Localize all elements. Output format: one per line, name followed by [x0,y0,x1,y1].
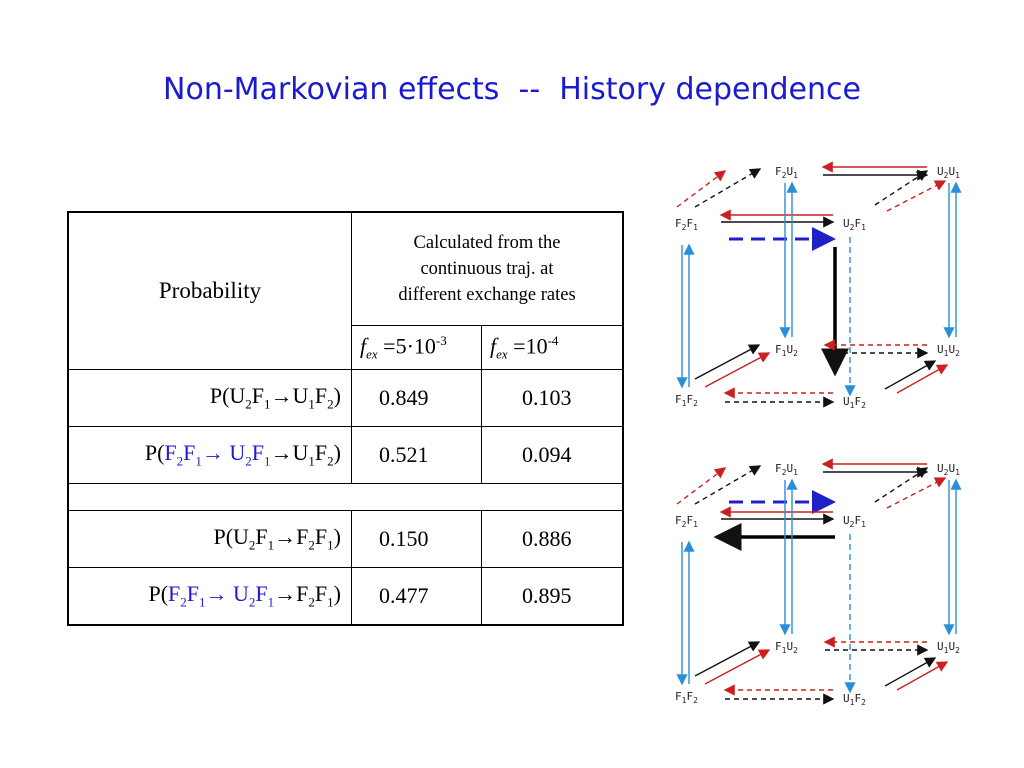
node-u1f2: U1F2 [843,395,866,410]
value-rate1: 0.849 [351,369,482,427]
node-f1f2: F1F2 [675,393,698,408]
row-label: P(U2F1→F2F1) [67,510,352,568]
table-row: P(F2F1→ U2F1→U1F2) 0.521 0.094 [67,426,624,484]
value-rate2: 0.094 [481,426,624,484]
node-f1u2: F1U2 [775,640,798,655]
node-f1u2: F1U2 [775,343,798,358]
value-rate1: 0.150 [351,510,482,568]
row-label: P(U2F1→U1F2) [67,369,352,427]
node-u1f2: U1F2 [843,692,866,707]
value-rate1: 0.477 [351,567,482,626]
cube-diagram-bottom: F2U1 U2U1 F2F1 U2F1 F1U2 U1U2 F1F2 U1F2 [675,458,962,707]
node-f2u1: F2U1 [775,462,798,477]
node-u2u1: U2U1 [937,165,960,180]
node-u1u2: U1U2 [937,343,960,358]
spacer-row [67,483,624,511]
state-diagram-top: F2U1 U2U1 F2F1 U2F1 F1U2 U1U2 F1F2 U1F2 [665,155,975,417]
table-row: P(F2F1→ U2F1→F2F1) 0.477 0.895 [67,567,624,626]
node-f1f2: F1F2 [675,690,698,705]
cube-diagram-top: F2U1 U2U1 F2F1 U2F1 F1U2 U1U2 F1F2 U1F2 [675,161,962,410]
table-row: P(U2F1→F2F1) 0.150 0.886 [67,510,624,568]
node-f2f1: F2F1 [675,217,698,232]
probability-header: Probability [67,211,352,370]
value-rate2: 0.895 [481,567,624,626]
table-row: P(U2F1→U1F2) 0.849 0.103 [67,369,624,427]
rate2-header: fex =10-4 [481,324,624,371]
rate1-header: fex =5·10-3 [351,324,482,371]
page-title: Non-Markovian effects -- History depende… [163,72,861,107]
node-f2u1: F2U1 [775,165,798,180]
value-rate2: 0.103 [481,369,624,427]
value-rate2: 0.886 [481,510,624,568]
node-u1u2: U1U2 [937,640,960,655]
node-u2f1: U2F1 [843,217,866,232]
row-label: P(F2F1→ U2F1→F2F1) [67,567,352,626]
state-diagram-bottom: F2U1 U2U1 F2F1 U2F1 F1U2 U1U2 F1F2 U1F2 [665,452,975,714]
calculated-header: Calculated from the continuous traj. at … [351,211,624,326]
value-rate1: 0.521 [351,426,482,484]
row-label: P(F2F1→ U2F1→U1F2) [67,426,352,484]
node-u2f1: U2F1 [843,514,866,529]
node-f2f1: F2F1 [675,514,698,529]
probability-table: Probability Calculated from the continuo… [67,211,624,626]
node-u2u1: U2U1 [937,462,960,477]
